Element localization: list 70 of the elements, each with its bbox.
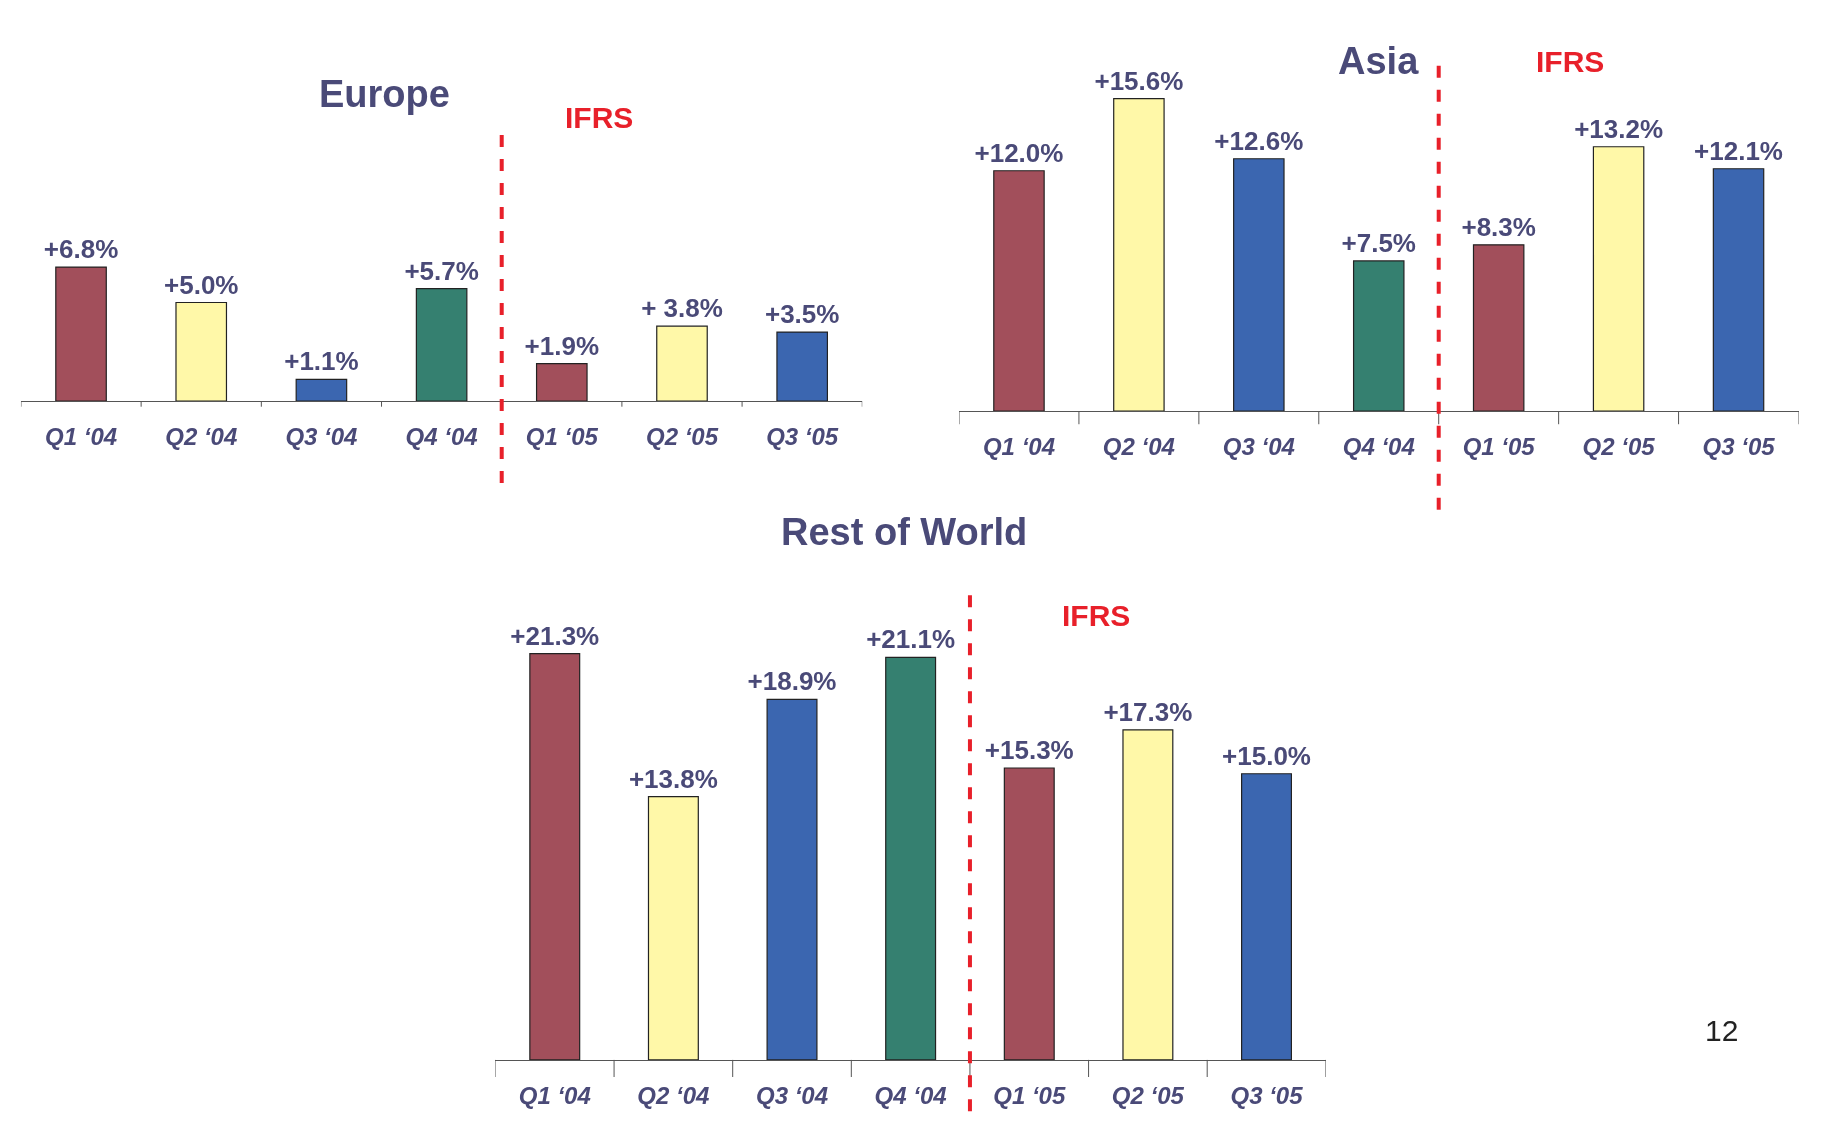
x-tick-label: Q1 ‘05	[1462, 432, 1536, 460]
bar	[175, 301, 228, 402]
x-tick-label: Q3 ‘04	[755, 1081, 829, 1109]
bar	[776, 331, 829, 402]
x-tick-label: Q2 ‘05	[1582, 432, 1656, 460]
data-label: +1.1%	[284, 346, 359, 377]
bar	[656, 325, 708, 402]
x-tick-label: Q1 ‘05	[993, 1081, 1066, 1109]
data-label: +17.3%	[1103, 696, 1193, 727]
ref-line-label: IFRS	[565, 101, 634, 134]
x-tick-label: Q1 ‘04	[45, 422, 118, 450]
x-tick-label: Q1 ‘05	[525, 422, 599, 450]
bar	[885, 656, 937, 1060]
bar	[535, 363, 588, 402]
ref-line-label: IFRS	[1062, 599, 1131, 632]
x-tick-label: Q2 ‘04	[637, 1081, 710, 1109]
bar	[993, 170, 1045, 412]
bar	[529, 652, 581, 1060]
bar	[647, 796, 699, 1060]
chart-title: Asia	[1338, 40, 1420, 82]
x-tick-label: Q3 ‘05	[1702, 432, 1776, 460]
x-tick-label: Q3 ‘05	[1230, 1081, 1304, 1109]
x-tick-label: Q2 ‘05	[645, 422, 719, 450]
bar	[295, 378, 348, 402]
data-label: +21.1%	[866, 624, 956, 655]
chart-title: Rest of World	[781, 511, 1028, 553]
data-label: +15.3%	[984, 735, 1074, 766]
data-label: + 3.8%	[641, 293, 723, 324]
x-tick-label: Q1 ‘04	[982, 432, 1055, 460]
data-label: +7.5%	[1341, 227, 1416, 258]
bar	[1122, 729, 1174, 1060]
x-tick-label: Q4 ‘04	[405, 422, 478, 450]
bar	[55, 266, 107, 402]
data-label: +15.0%	[1222, 740, 1311, 771]
data-label: +5.7%	[404, 255, 479, 286]
data-label: +12.6%	[1214, 125, 1304, 156]
bar	[1712, 168, 1765, 412]
bar	[1472, 244, 1525, 412]
x-tick-label: Q1 ‘04	[518, 1081, 591, 1109]
x-tick-label: Q4 ‘04	[874, 1081, 947, 1109]
data-label: +12.1%	[1694, 135, 1783, 166]
x-tick-label: Q2 ‘05	[1111, 1081, 1185, 1109]
data-label: +21.3%	[510, 620, 600, 651]
data-label: +12.0%	[974, 137, 1064, 168]
data-label: +13.2%	[1574, 113, 1664, 144]
bar	[1352, 260, 1405, 412]
chart-title: Europe	[319, 73, 450, 115]
bar	[1233, 158, 1285, 412]
data-label: +6.8%	[43, 234, 119, 265]
text: 12	[1705, 1014, 1739, 1047]
data-label: +8.3%	[1461, 211, 1536, 242]
x-tick-label: Q4 ‘04	[1342, 432, 1415, 460]
x-tick-label: Q2 ‘04	[1102, 432, 1175, 460]
data-label: +13.8%	[628, 763, 718, 794]
bar	[415, 288, 468, 402]
x-tick-label: Q3 ‘04	[1222, 432, 1295, 460]
bar	[1592, 146, 1645, 412]
data-label: +1.9%	[524, 330, 600, 361]
data-label: +5.0%	[164, 269, 239, 300]
data-label: +15.6%	[1094, 65, 1184, 96]
x-tick-label: Q3 ‘05	[766, 422, 839, 450]
ref-line-label: IFRS	[1536, 45, 1605, 78]
bar	[1241, 773, 1293, 1060]
x-tick-label: Q3 ‘04	[285, 422, 358, 450]
x-tick-label: Q2 ‘04	[165, 422, 238, 450]
bar	[1113, 98, 1165, 412]
bar	[766, 698, 818, 1060]
bar	[1003, 767, 1055, 1060]
data-label: +18.9%	[747, 666, 837, 697]
data-label: +3.5%	[764, 299, 840, 330]
